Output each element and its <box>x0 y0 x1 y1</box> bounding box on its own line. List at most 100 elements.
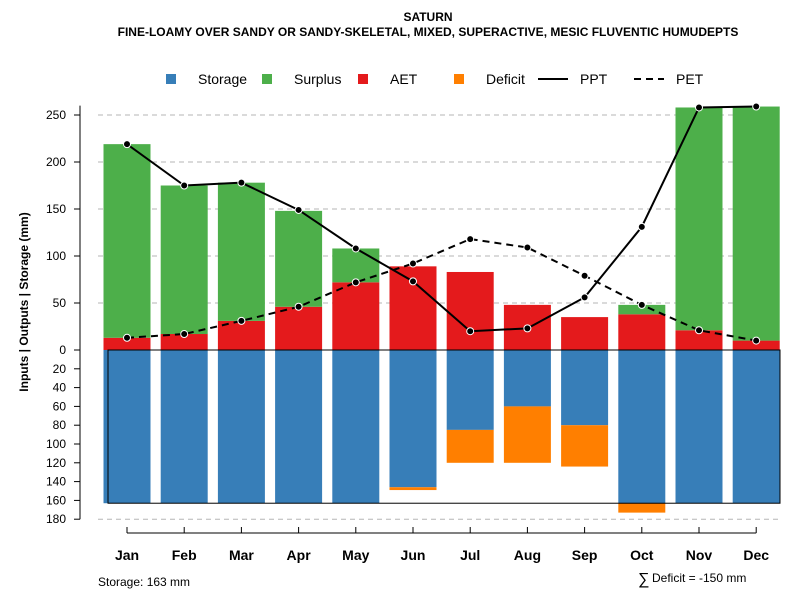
bar-storage-Jul <box>446 350 494 430</box>
y-tick-label-low-160: 160 <box>46 493 66 507</box>
deficit-note: Deficit = -150 mm <box>652 571 746 585</box>
bar-storage-Apr <box>275 350 323 504</box>
point-pet-Mar <box>237 316 246 325</box>
y-tick-label-100: 100 <box>46 249 66 263</box>
bar-aet-May <box>332 282 380 350</box>
y-tick-label-150: 150 <box>46 202 66 216</box>
legend-swatch-deficit <box>454 74 464 84</box>
point-pet-Jul <box>466 235 475 244</box>
chart-title: SATURN <box>403 10 452 24</box>
bar-aet-Mar <box>217 320 265 350</box>
bar-storage-Oct <box>618 350 666 504</box>
point-pet-Oct <box>637 300 646 309</box>
x-tick-label-Sep: Sep <box>572 547 598 563</box>
y-tick-label-low-40: 40 <box>53 381 67 395</box>
bar-aet-Feb <box>160 334 208 350</box>
bar-deficit-Jul <box>446 429 494 463</box>
bar-storage-May <box>332 350 380 504</box>
y-tick-label-50: 50 <box>53 296 67 310</box>
axes: 0 50 100 150 200 250 20 40 60 80 100 120 140 160 180 Ja… <box>46 105 769 563</box>
bar-aet-Sep <box>561 317 609 350</box>
bar-aet-Apr <box>275 306 323 350</box>
y-tick-label-low-20: 20 <box>53 362 67 376</box>
series-lines <box>123 102 761 345</box>
bar-surplus-Oct <box>618 304 666 315</box>
bar-storage-Nov <box>675 350 723 504</box>
legend-label-aet: AET <box>390 71 418 87</box>
point-ppt-Nov <box>695 103 703 112</box>
point-pet-Nov <box>695 326 703 335</box>
bar-storage-Jun <box>389 350 437 488</box>
bar-storage-Sep <box>561 350 609 426</box>
bar-storage-Jan <box>103 350 151 504</box>
bar-deficit-Oct <box>618 503 666 513</box>
legend-swatch-aet <box>358 74 368 84</box>
gridlines <box>98 114 780 520</box>
bar-surplus-Apr <box>275 210 323 307</box>
bar-surplus-Dec <box>732 106 780 341</box>
bar-aet-Jul <box>446 271 494 350</box>
x-tick-label-Jul: Jul <box>460 547 480 563</box>
y-tick-label-low-100: 100 <box>46 437 66 451</box>
point-pet-Jun <box>409 259 417 268</box>
bar-aet-Dec <box>732 340 780 350</box>
y-axis-label: Inputs | Outputs | Storage (mm) <box>17 212 31 391</box>
bar-deficit-Sep <box>561 425 609 467</box>
bars <box>103 106 781 513</box>
storage-capacity-box <box>107 349 781 504</box>
point-pet-May <box>351 278 360 287</box>
storage-note: Storage: 163 mm <box>98 575 190 589</box>
y-tick-label-low-140: 140 <box>46 475 66 489</box>
bar-surplus-Jan <box>103 144 151 338</box>
y-tick-label-low-80: 80 <box>53 418 67 432</box>
bar-deficit-Jun <box>389 487 437 491</box>
point-ppt-Dec <box>752 102 761 111</box>
point-ppt-Aug <box>523 324 532 333</box>
legend-label-ppt: PPT <box>580 71 608 87</box>
point-pet-Sep <box>580 271 589 280</box>
point-pet-Aug <box>523 243 532 252</box>
bar-deficit-Aug <box>503 406 551 463</box>
x-tick-label-Dec: Dec <box>743 547 769 563</box>
bar-surplus-Mar <box>217 182 265 321</box>
point-ppt-May <box>351 244 360 253</box>
bar-aet-Oct <box>618 314 666 350</box>
point-ppt-Apr <box>294 205 303 214</box>
y-tick-label-low-60: 60 <box>53 399 67 413</box>
point-ppt-Jun <box>409 277 417 286</box>
bar-storage-Aug <box>503 350 551 407</box>
x-tick-label-Jun: Jun <box>401 547 426 563</box>
line-ppt <box>126 105 757 333</box>
legend: Storage Surplus AET Deficit PPT PET <box>166 71 704 87</box>
x-tick-label-Apr: Apr <box>287 547 312 563</box>
x-tick-label-Mar: Mar <box>229 547 254 563</box>
legend-label-deficit: Deficit <box>486 71 525 87</box>
legend-label-pet: PET <box>676 71 704 87</box>
legend-swatch-surplus <box>262 74 272 84</box>
bar-storage-Mar <box>217 350 265 504</box>
point-ppt-Jan <box>123 140 131 149</box>
y-tick-label-250: 250 <box>46 108 66 122</box>
line-pet <box>126 238 757 342</box>
point-pet-Jan <box>123 333 131 342</box>
bar-surplus-Nov <box>675 107 723 331</box>
y-tick-label-low-180: 180 <box>46 512 66 526</box>
point-ppt-Mar <box>237 178 246 187</box>
x-tick-label-Nov: Nov <box>686 547 713 563</box>
point-ppt-Feb <box>180 181 189 190</box>
point-pet-Feb <box>180 330 189 339</box>
point-ppt-Oct <box>637 222 646 231</box>
x-tick-label-Aug: Aug <box>514 547 541 563</box>
legend-swatch-storage <box>166 74 176 84</box>
bar-aet-Jan <box>103 337 151 350</box>
legend-label-surplus: Surplus <box>294 71 341 87</box>
y-tick-label-low-120: 120 <box>46 456 66 470</box>
y-tick-label-0: 0 <box>59 343 66 357</box>
x-tick-label-May: May <box>342 547 369 563</box>
deficit-sum-symbol: ∑ <box>638 571 649 588</box>
point-ppt-Jul <box>466 327 475 336</box>
x-tick-label-Feb: Feb <box>172 547 197 563</box>
point-ppt-Sep <box>580 293 589 302</box>
bar-storage-Dec <box>732 350 780 504</box>
point-pet-Apr <box>294 302 303 311</box>
